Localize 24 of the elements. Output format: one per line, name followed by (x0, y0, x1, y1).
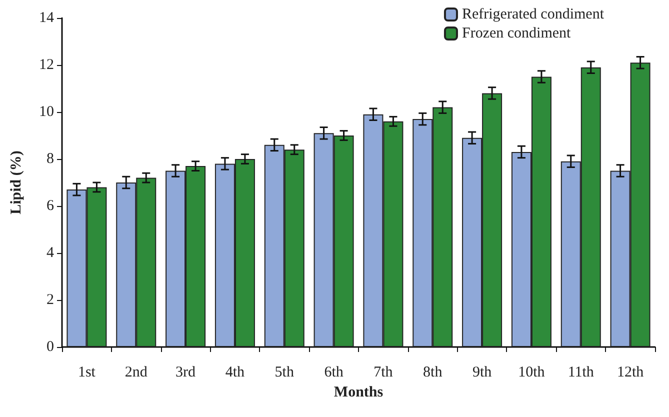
x-tick-label: 5th (274, 364, 294, 380)
x-tick-label: 1st (78, 364, 96, 380)
y-tick-label: 10 (39, 104, 54, 120)
x-tick-label: 3rd (176, 364, 196, 380)
y-tick-label: 4 (46, 245, 54, 261)
y-tick-label: 0 (46, 339, 54, 355)
y-tick-label: 2 (46, 292, 54, 308)
y-tick-label: 6 (46, 198, 54, 214)
x-tick-label: 12th (616, 364, 644, 380)
x-tick-label: 8th (423, 364, 443, 380)
x-tick-label: 7th (374, 364, 394, 380)
x-tick-label: 10th (518, 364, 546, 380)
x-tick-label: 4th (225, 364, 246, 380)
x-axis-title: Months (334, 384, 384, 400)
legend-label: Frozen condiment (462, 26, 572, 42)
x-tick-label: 9th (472, 364, 492, 380)
y-tick-label: 8 (46, 151, 54, 167)
x-tick-label: 2nd (124, 364, 148, 380)
x-tick-label: 11th (568, 364, 594, 380)
y-tick-label: 14 (39, 10, 54, 26)
x-tick-label: 6th (324, 364, 344, 380)
y-axis-title: Lipid (%) (8, 150, 24, 214)
legend-label: Refrigerated condiment (462, 6, 605, 22)
y-tick-label: 12 (39, 57, 54, 73)
